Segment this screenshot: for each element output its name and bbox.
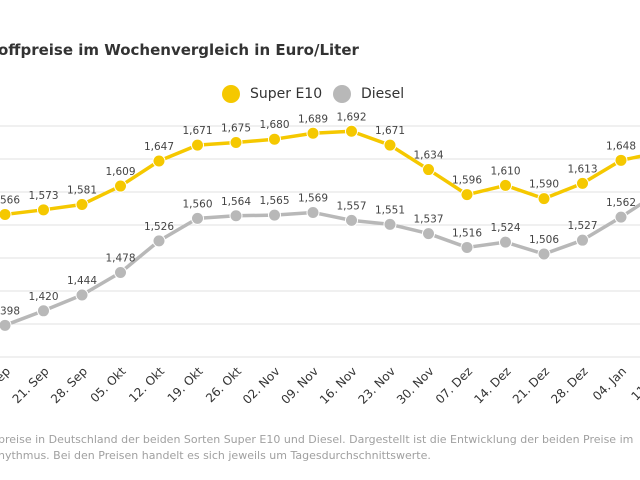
data-point — [460, 188, 474, 202]
data-point — [229, 209, 243, 223]
data-point — [499, 235, 512, 249]
data-label: 1,565 — [259, 195, 289, 207]
footnote-line: hythmus. Bei den Preisen handelt es sich… — [0, 449, 431, 462]
x-tick-label: 28. Sep — [48, 364, 90, 406]
legend-dot-icon — [222, 85, 240, 103]
legend-dot-icon — [333, 85, 351, 103]
data-point — [191, 211, 204, 225]
data-point — [114, 266, 127, 280]
data-label: 1,671 — [375, 125, 405, 137]
x-tick-label: 23. Nov — [355, 364, 398, 407]
footnote-line: preise in Deutschland der beiden Sorten … — [0, 433, 634, 446]
data-label: 1,564 — [221, 196, 251, 208]
x-tick-label: 11. Jan — [628, 364, 640, 403]
x-tick-label: 14. Dez — [471, 364, 513, 406]
x-tick-label: 19. Okt — [165, 364, 206, 405]
x-tick-label: 28. Dez — [548, 364, 590, 406]
data-point — [191, 138, 204, 152]
legend-label: Super E10 — [250, 86, 323, 102]
x-tick-label: 02. Nov — [240, 364, 283, 407]
data-label: 1,506 — [529, 234, 559, 246]
data-point — [383, 138, 397, 152]
data-label: 1,526 — [144, 221, 174, 233]
x-tick-label: 07. Dez — [433, 364, 475, 406]
data-label: 1,398 — [0, 305, 20, 317]
data-label: 1,613 — [567, 163, 597, 175]
data-label: 1,581 — [67, 185, 97, 197]
data-label: 1,689 — [298, 113, 328, 125]
data-point — [152, 154, 166, 168]
data-label: 1,420 — [28, 291, 58, 303]
chart-footnote: preise in Deutschland der beiden Sorten … — [0, 432, 633, 464]
chart-title: offpreise im Wochenvergleich in Euro/Lit… — [0, 41, 359, 59]
data-label: 1,596 — [452, 175, 482, 187]
data-label: 1,478 — [105, 253, 135, 265]
data-point — [0, 318, 12, 332]
data-label: 1,692 — [336, 111, 366, 123]
data-label: 1,444 — [67, 275, 97, 287]
legend-label: Diesel — [361, 86, 405, 102]
data-label: 1,634 — [413, 150, 443, 162]
data-label: 1,671 — [182, 125, 212, 137]
data-point — [537, 247, 551, 261]
x-tick-label: 30. Nov — [394, 364, 437, 407]
x-tick-label: 12. Okt — [126, 364, 167, 405]
data-point — [268, 132, 281, 146]
data-point — [345, 213, 358, 227]
data-point — [75, 288, 89, 302]
x-tick-label: 26. Okt — [203, 364, 244, 405]
data-label: 1,590 — [529, 179, 559, 191]
data-label: 1,573 — [28, 190, 58, 202]
data-point — [460, 240, 474, 254]
data-point — [537, 192, 551, 206]
data-point — [75, 198, 89, 212]
x-tick-label: 09. Nov — [278, 364, 321, 407]
data-point — [576, 176, 589, 190]
data-label: 1,569 — [298, 192, 328, 204]
x-tick-label: 21. Sep — [10, 364, 52, 406]
data-label: 1,557 — [336, 200, 366, 212]
data-point — [383, 217, 397, 231]
data-label: 1,680 — [259, 119, 289, 131]
x-tick-label: 14. Sep — [0, 364, 13, 406]
series-line-super-e10 — [4, 129, 640, 217]
data-label: 1,560 — [182, 198, 212, 210]
data-label: 1,566 — [0, 194, 20, 206]
x-tick-label: 04. Jan — [590, 364, 629, 403]
data-point — [422, 163, 435, 177]
data-label: 1,675 — [221, 123, 251, 135]
data-label: 1,610 — [490, 165, 520, 177]
legend-item-diesel: Diesel — [333, 85, 404, 103]
data-label: 1,648 — [606, 140, 636, 152]
data-point — [422, 227, 435, 241]
data-point — [229, 136, 243, 149]
x-tick-label: 05. Okt — [88, 364, 129, 405]
x-tick-label: 21. Dez — [510, 364, 552, 406]
data-point — [152, 234, 166, 248]
legend-item-super-e10: Super E10 — [222, 85, 322, 103]
data-label: 1,609 — [105, 166, 135, 178]
data-label: 1,516 — [452, 227, 482, 239]
data-point — [306, 126, 320, 140]
data-point — [345, 124, 358, 138]
data-point — [499, 178, 512, 192]
series-line-diesel — [4, 202, 640, 327]
data-label: 1,551 — [375, 204, 405, 216]
data-label: 1,527 — [567, 220, 597, 232]
data-label: 1,562 — [606, 197, 636, 209]
data-point — [268, 208, 281, 222]
data-point — [614, 153, 628, 167]
data-point — [0, 207, 12, 221]
data-point — [614, 210, 628, 224]
data-label: 1,647 — [144, 141, 174, 153]
x-tick-label: 16. Nov — [317, 364, 360, 407]
data-point — [576, 233, 589, 247]
data-point — [306, 205, 320, 219]
data-label: 1,537 — [413, 214, 443, 226]
data-point — [37, 304, 50, 318]
data-label: 1,524 — [490, 222, 520, 234]
data-point — [37, 203, 50, 217]
data-point — [114, 179, 127, 193]
